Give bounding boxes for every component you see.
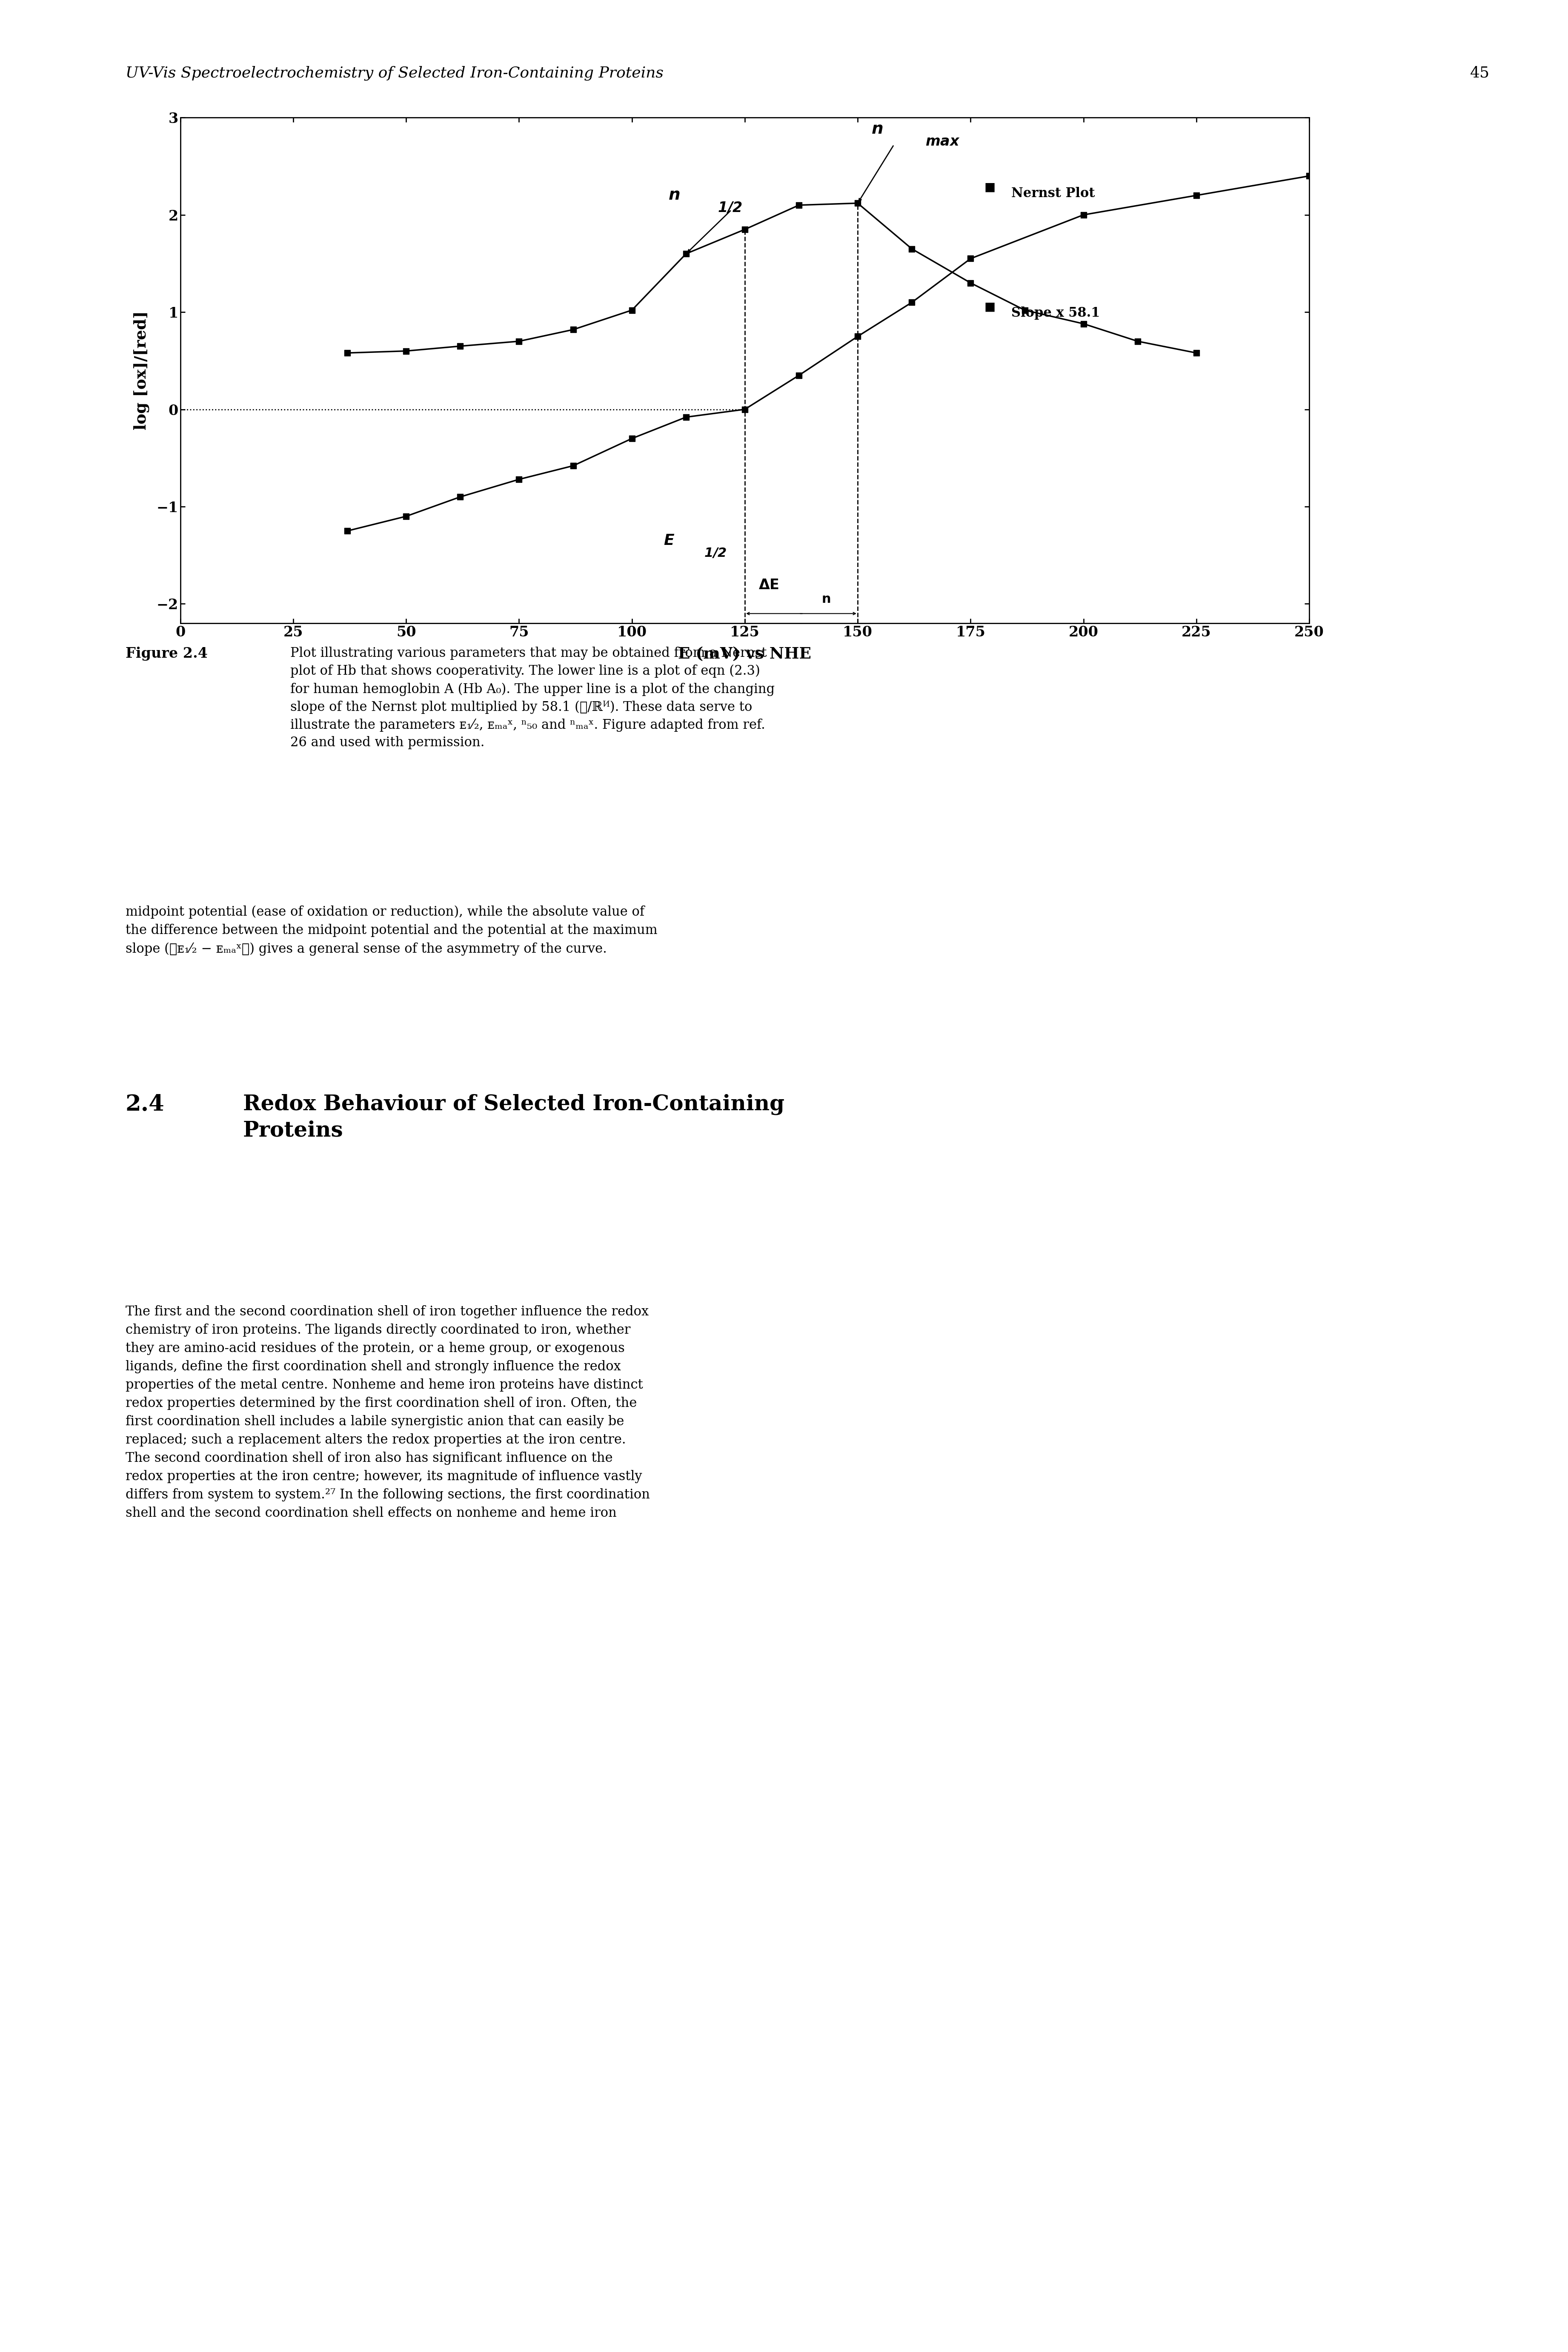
Text: $\bfit{1/2}$: $\bfit{1/2}$ [704, 546, 726, 560]
Text: Figure 2.4: Figure 2.4 [125, 647, 207, 661]
Text: midpoint potential (ease of oxidation or reduction), while the absolute value of: midpoint potential (ease of oxidation or… [125, 906, 657, 955]
Text: Redox Behaviour of Selected Iron-Containing
Proteins: Redox Behaviour of Selected Iron-Contain… [243, 1094, 784, 1141]
Text: $\bfit{max}$: $\bfit{max}$ [925, 134, 960, 148]
Text: $\blacksquare$: $\blacksquare$ [985, 181, 996, 193]
Text: 2.4: 2.4 [125, 1094, 165, 1115]
Text: $\mathbf{\Delta E}$: $\mathbf{\Delta E}$ [759, 579, 779, 593]
Text: Slope x 58.1: Slope x 58.1 [1011, 306, 1099, 320]
Text: The first and the second coordination shell of iron together influence the redox: The first and the second coordination sh… [125, 1305, 649, 1519]
Y-axis label: log [ox]/[red]: log [ox]/[red] [133, 310, 149, 430]
Text: 45: 45 [1469, 66, 1490, 80]
Text: $\mathbf{n}$: $\mathbf{n}$ [822, 593, 831, 607]
Text: $\blacksquare$: $\blacksquare$ [985, 301, 996, 313]
Text: UV-Vis Spectroelectrochemistry of Selected Iron-Containing Proteins: UV-Vis Spectroelectrochemistry of Select… [125, 66, 663, 80]
X-axis label: E (mV) vs NHE: E (mV) vs NHE [679, 647, 811, 663]
Text: Plot illustrating various parameters that may be obtained from a Nernst
plot of : Plot illustrating various parameters tha… [290, 647, 775, 750]
Text: $\bfit{n}$: $\bfit{n}$ [668, 188, 679, 202]
Text: Nernst Plot: Nernst Plot [1011, 186, 1094, 200]
Text: $\bfit{E}$: $\bfit{E}$ [663, 534, 674, 548]
Text: $\bfit{n}$: $\bfit{n}$ [872, 122, 883, 136]
Text: $\bfit{1/2}$: $\bfit{1/2}$ [718, 202, 742, 214]
